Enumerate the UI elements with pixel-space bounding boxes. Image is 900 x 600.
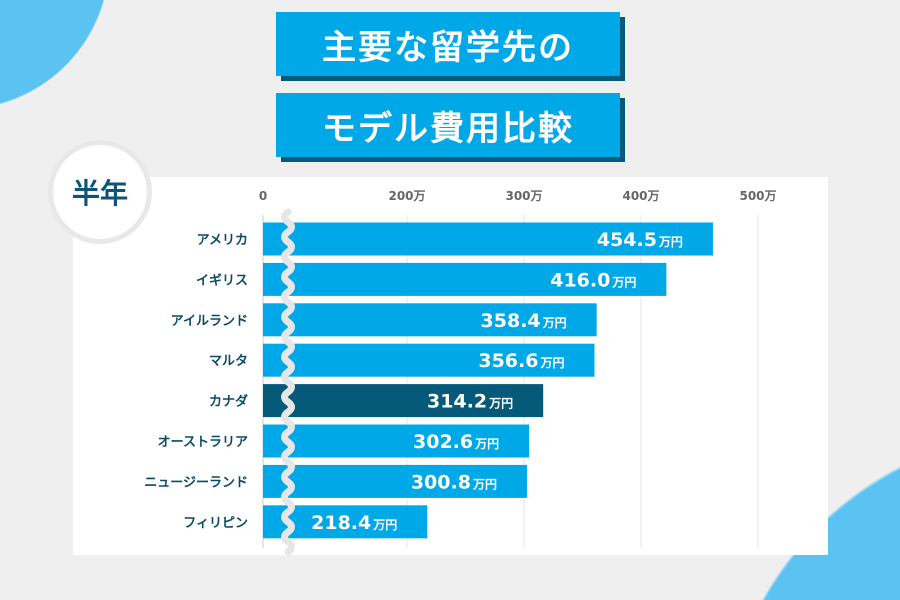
x-tick-label: 0 <box>259 189 267 203</box>
bar <box>263 384 544 418</box>
category-label: アイルランド <box>171 314 248 329</box>
value-label: 356.6 万円 <box>478 350 564 372</box>
period-badge: 半年 <box>48 140 152 244</box>
bar <box>263 343 595 377</box>
value-label: 314.2 万円 <box>427 391 513 413</box>
category-label: フィリピン <box>183 516 248 531</box>
category-label: カナダ <box>209 394 248 410</box>
bar <box>263 464 527 498</box>
axis-break-mark <box>281 208 295 556</box>
value-label: 300.8 万円 <box>411 471 497 493</box>
category-label: オーストラリア <box>158 435 248 450</box>
bar <box>263 222 713 256</box>
bar <box>263 303 597 337</box>
bar <box>263 424 530 458</box>
value-label: 454.5 万円 <box>597 229 683 251</box>
x-tick-label: 300万 <box>505 189 542 203</box>
title-line-2: モデル費用比較 <box>276 93 620 157</box>
value-label: 302.6 万円 <box>413 431 499 453</box>
value-label: 218.4 万円 <box>311 512 397 534</box>
x-tick-label: 200万 <box>388 189 425 203</box>
bar <box>263 262 667 296</box>
value-label: 358.4 万円 <box>481 310 567 332</box>
category-label: ニュージーランド <box>144 475 248 490</box>
x-tick-label: 400万 <box>622 189 659 203</box>
value-label: 416.0 万円 <box>550 269 636 291</box>
category-label: イギリス <box>196 272 248 288</box>
x-tick-label: 500万 <box>739 189 776 203</box>
category-label: マルタ <box>209 354 248 369</box>
category-label: アメリカ <box>197 233 248 248</box>
title-line-1: 主要な留学先の <box>276 12 620 76</box>
